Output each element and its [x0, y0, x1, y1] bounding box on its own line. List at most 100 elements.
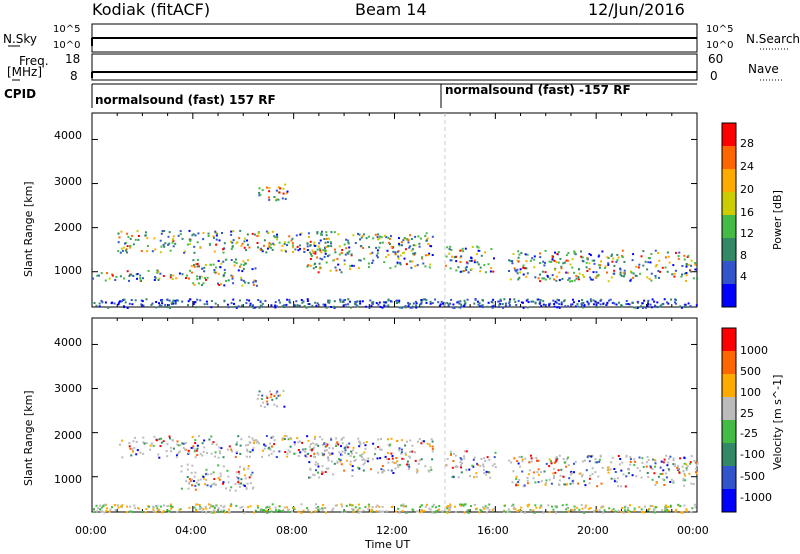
echo-cell — [377, 233, 380, 236]
echo-cell — [388, 237, 391, 240]
echo-cell — [245, 487, 248, 490]
echo-cell — [668, 457, 670, 460]
echo-cell — [252, 447, 255, 450]
echo-cell — [255, 441, 258, 444]
echo-cell — [368, 307, 371, 309]
echo-cell — [301, 441, 304, 444]
echo-cell — [316, 256, 319, 259]
echo-cell — [404, 453, 407, 456]
echo-cell — [573, 250, 576, 253]
echo-cell — [581, 460, 584, 463]
echo-cell — [633, 464, 636, 467]
echo-cell — [654, 465, 656, 468]
echo-cell — [158, 438, 161, 441]
echo-cell — [481, 306, 484, 309]
echo-cell — [254, 267, 257, 270]
echo-cell — [681, 465, 684, 468]
echo-cell — [251, 471, 254, 474]
echo-cell — [137, 507, 140, 510]
echo-cell — [213, 271, 216, 274]
echo-cell — [266, 403, 269, 406]
echo-cell — [613, 264, 616, 267]
echo-cell — [687, 302, 690, 305]
echo-cell — [575, 277, 578, 280]
echo-cell — [476, 245, 479, 248]
echo-cell — [598, 266, 601, 269]
echo-cell — [542, 303, 545, 306]
echo-cell — [204, 483, 206, 486]
echo-cell — [142, 304, 145, 307]
echo-cell — [217, 260, 220, 262]
echo-cell — [221, 232, 223, 234]
echo-cell — [268, 454, 270, 457]
echo-cell — [526, 306, 529, 309]
echo-cell — [483, 457, 486, 460]
echo-cell — [261, 455, 264, 458]
echo-cell — [220, 447, 223, 450]
echo-cell — [283, 405, 286, 408]
echo-cell — [248, 246, 251, 249]
echo-cell — [350, 306, 352, 309]
echo-cell — [571, 303, 574, 306]
echo-cell — [158, 302, 160, 305]
echo-cell — [346, 446, 349, 449]
echo-cell — [456, 301, 459, 304]
echo-cell — [427, 243, 430, 245]
echo-cell — [464, 302, 467, 305]
echo-cell — [578, 268, 581, 271]
echo-cell — [690, 455, 693, 458]
echo-cell — [317, 453, 320, 456]
echo-cell — [178, 451, 181, 454]
echo-cell — [193, 450, 196, 453]
echo-cell — [664, 256, 667, 259]
echo-cell — [196, 298, 199, 301]
echo-cell — [230, 240, 232, 243]
echo-cell — [566, 259, 569, 262]
echo-cell — [190, 479, 193, 482]
echo-cell — [449, 450, 452, 453]
echo-cell — [390, 437, 393, 440]
echo-cell — [690, 482, 693, 485]
echo-cell — [465, 269, 468, 271]
echo-cell — [325, 467, 328, 470]
echo-cell — [397, 466, 400, 468]
echo-cell — [449, 507, 452, 510]
echo-cell — [205, 511, 208, 514]
echo-cell — [179, 233, 182, 236]
echo-cell — [607, 280, 610, 283]
echo-cell — [213, 507, 216, 509]
echo-cell — [315, 461, 318, 464]
echo-cell — [213, 236, 215, 239]
echo-cell — [359, 443, 362, 445]
echo-cell — [361, 235, 364, 238]
echo-cell — [268, 507, 271, 510]
echo-cell — [526, 253, 529, 256]
echo-cell — [431, 440, 434, 443]
echo-cell — [251, 449, 254, 452]
echo-cell — [492, 298, 495, 301]
echo-cell — [269, 448, 272, 451]
echo-cell — [270, 243, 273, 246]
echo-cell — [654, 506, 657, 508]
echo-cell — [548, 277, 551, 280]
echo-cell — [389, 267, 392, 270]
echo-cell — [188, 229, 191, 232]
echo-cell — [107, 306, 110, 309]
echo-cell — [339, 460, 342, 463]
echo-cell — [319, 436, 321, 438]
echo-cell — [521, 458, 524, 461]
echo-cell — [191, 484, 193, 487]
echo-cell — [690, 259, 693, 262]
echo-cell — [398, 237, 400, 240]
power-cb-tick: 12 — [740, 227, 754, 240]
echo-cell — [417, 510, 420, 513]
echo-cell — [257, 232, 260, 235]
echo-cell — [176, 443, 179, 446]
echo-cell — [481, 304, 484, 307]
echo-cell — [323, 255, 326, 258]
echo-cell — [288, 235, 291, 238]
echo-cell — [670, 478, 673, 481]
echo-cell — [244, 262, 247, 265]
echo-cell — [312, 267, 315, 270]
echo-cell — [597, 475, 600, 478]
